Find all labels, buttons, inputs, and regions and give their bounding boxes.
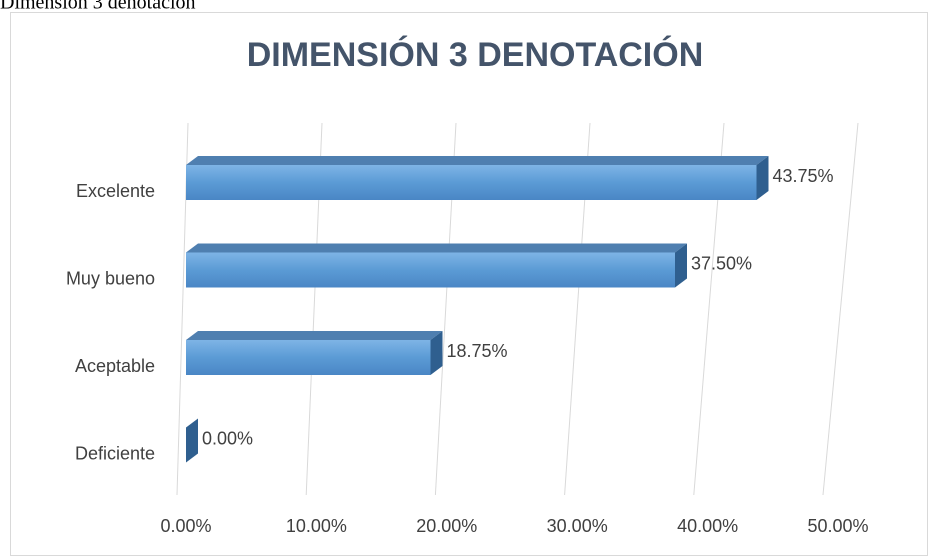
x-tick-label: 40.00% — [677, 516, 738, 536]
bar-top — [186, 156, 769, 165]
x-tick-label: 0.00% — [160, 516, 211, 536]
y-tick-label: Muy bueno — [66, 268, 155, 288]
caption: Dimensión 3 denotación — [0, 0, 196, 14]
bar-side — [186, 418, 198, 463]
value-label: 0.00% — [202, 428, 253, 448]
y-tick-label: Aceptable — [75, 356, 155, 376]
x-tick-label: 50.00% — [807, 516, 868, 536]
x-tick-label: 20.00% — [416, 516, 477, 536]
bar-top — [186, 243, 687, 253]
bar — [186, 165, 757, 200]
bar-top — [186, 331, 443, 340]
x-tick-label: 10.00% — [286, 516, 347, 536]
value-label: 43.75% — [773, 166, 834, 186]
value-label: 18.75% — [447, 341, 508, 361]
value-label: 37.50% — [691, 253, 752, 273]
bar — [186, 340, 431, 375]
bar — [186, 252, 675, 288]
y-tick-label: Deficiente — [75, 443, 155, 463]
bar-side — [430, 331, 443, 375]
bar-side — [675, 243, 687, 288]
y-tick-label: Excelente — [76, 181, 155, 201]
bar-side — [756, 156, 769, 200]
grid-line — [822, 122, 859, 496]
chart-title: DIMENSIÓN 3 DENOTACIÓN — [247, 36, 704, 74]
x-tick-label: 30.00% — [547, 516, 608, 536]
